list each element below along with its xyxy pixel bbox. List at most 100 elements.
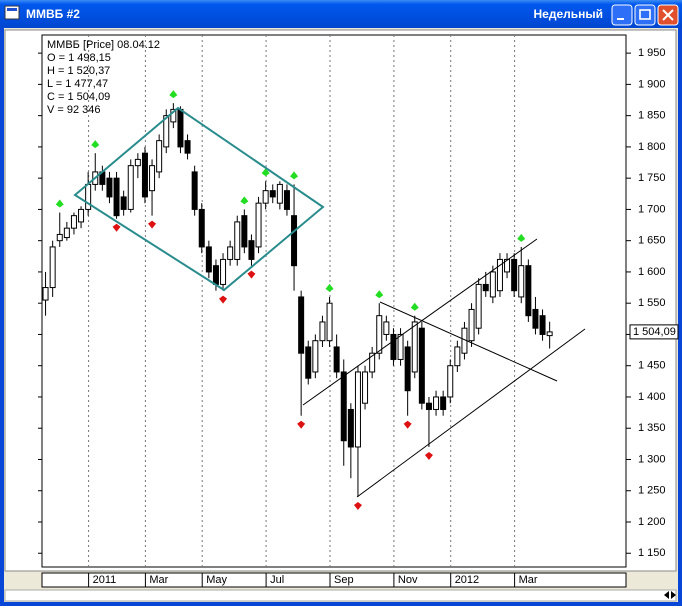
candle-body bbox=[369, 352, 376, 373]
y-tick-label: 1 650 bbox=[638, 235, 666, 247]
fractal-down bbox=[403, 420, 412, 429]
maximize-button[interactable] bbox=[634, 4, 656, 26]
rhombus-trendline bbox=[73, 106, 325, 292]
candle-body bbox=[70, 215, 77, 229]
fractal-down bbox=[219, 295, 228, 304]
y-tick-label: 1 850 bbox=[638, 110, 666, 122]
window-icon bbox=[4, 5, 20, 20]
window-icon-bar bbox=[7, 8, 17, 11]
y-tick-label: 1 750 bbox=[638, 172, 666, 184]
last-price-label: 1 504,09 bbox=[633, 326, 676, 338]
candle-body bbox=[468, 308, 475, 342]
candle-body bbox=[489, 271, 496, 298]
candle-body bbox=[106, 177, 113, 198]
candle-body bbox=[255, 202, 262, 248]
y-tick-label: 1 900 bbox=[638, 78, 666, 90]
y-tick-label: 1 200 bbox=[638, 516, 666, 528]
close-button[interactable] bbox=[657, 4, 679, 26]
ohlc-info: ММВБ [Price] 08.04.12 bbox=[47, 39, 160, 51]
title-bar bbox=[0, 0, 682, 28]
fractal-up bbox=[169, 90, 178, 99]
candle-body bbox=[539, 315, 546, 335]
candle-body bbox=[433, 396, 440, 410]
candle-body bbox=[298, 296, 305, 354]
x-tick-label: Nov bbox=[398, 574, 418, 586]
candle-body bbox=[312, 340, 319, 373]
fractal-down bbox=[297, 420, 306, 429]
fractal-up bbox=[290, 171, 299, 180]
y-tick-label: 1 950 bbox=[638, 47, 666, 59]
fractal-up bbox=[325, 283, 334, 292]
candle-body bbox=[141, 152, 148, 198]
x-tick-label: Jul bbox=[270, 574, 284, 586]
candle-body bbox=[49, 246, 56, 289]
candle-body bbox=[56, 233, 63, 242]
candle-body bbox=[354, 371, 361, 448]
candle-body bbox=[305, 346, 312, 379]
candle-body bbox=[326, 302, 333, 342]
candle-body bbox=[184, 140, 191, 154]
plot-area bbox=[41, 34, 627, 568]
candle-body bbox=[212, 265, 219, 285]
fractal-down bbox=[112, 223, 121, 232]
candle-body bbox=[440, 396, 447, 410]
candle-body bbox=[518, 265, 525, 298]
candle-body bbox=[234, 221, 241, 260]
scroll-arrows[interactable] bbox=[664, 591, 676, 599]
y-tick-label: 1 350 bbox=[638, 422, 666, 434]
y-tick-label: 1 400 bbox=[638, 391, 666, 403]
candle-body bbox=[198, 208, 205, 248]
candle-body bbox=[504, 258, 511, 273]
candle-body bbox=[276, 183, 283, 204]
fractal-up bbox=[91, 140, 100, 149]
fractal-up bbox=[517, 233, 526, 242]
channel-upper bbox=[302, 238, 538, 406]
candle-body bbox=[283, 190, 290, 210]
x-axis-strip bbox=[41, 572, 627, 588]
candle-body bbox=[376, 315, 383, 354]
x-tick-label: Sep bbox=[334, 574, 354, 586]
descending-line bbox=[379, 301, 558, 382]
x-tick-label: 2011 bbox=[93, 574, 117, 586]
window-title: ММВБ #2 bbox=[26, 7, 80, 21]
ohlc-info: C = 1 504,09 bbox=[47, 91, 110, 103]
fractal-down bbox=[353, 501, 362, 510]
candle-body bbox=[149, 165, 156, 192]
candle-body bbox=[525, 265, 532, 317]
fractal-up bbox=[240, 196, 249, 205]
fractal-up bbox=[410, 302, 419, 311]
candle-body bbox=[340, 371, 347, 442]
candle-body bbox=[496, 258, 503, 292]
candle-body bbox=[383, 321, 390, 335]
candle-body bbox=[411, 321, 418, 373]
candle-body bbox=[319, 321, 326, 342]
candle-body bbox=[404, 346, 411, 392]
ohlc-info: O = 1 498,15 bbox=[47, 52, 111, 64]
y-tick-label: 1 550 bbox=[638, 297, 666, 309]
candle-body bbox=[78, 208, 85, 223]
candle-body bbox=[447, 365, 454, 398]
candle-body bbox=[390, 333, 397, 360]
candle-body bbox=[177, 108, 184, 148]
candle-body bbox=[163, 115, 170, 148]
x-tick-label: Mar bbox=[149, 574, 168, 586]
last-price-tag bbox=[629, 324, 679, 340]
candle-body bbox=[42, 287, 49, 301]
candle-body bbox=[113, 177, 120, 217]
minimize-button[interactable] bbox=[611, 4, 633, 26]
fractal-down bbox=[148, 220, 157, 229]
candle-body bbox=[418, 327, 425, 404]
candle-body bbox=[134, 158, 141, 167]
candle-body bbox=[347, 408, 354, 448]
candle-body bbox=[220, 258, 227, 285]
y-tick-label: 1 450 bbox=[638, 360, 666, 372]
candle-body bbox=[205, 246, 212, 273]
candle-body bbox=[127, 165, 134, 210]
candle-body bbox=[454, 346, 461, 367]
scrollbar[interactable] bbox=[4, 589, 677, 602]
candle-body bbox=[63, 227, 70, 239]
channel-lower bbox=[356, 328, 586, 498]
candle-body bbox=[248, 240, 255, 260]
candle-body bbox=[482, 283, 489, 292]
